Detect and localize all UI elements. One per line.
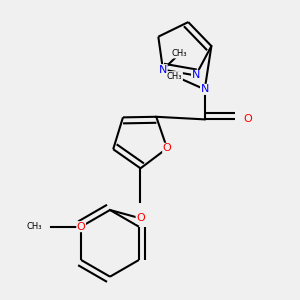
Text: CH₃: CH₃ bbox=[27, 222, 42, 231]
Text: N: N bbox=[192, 70, 200, 80]
Text: O: O bbox=[136, 213, 145, 223]
Text: N: N bbox=[159, 65, 167, 75]
Text: O: O bbox=[163, 143, 172, 153]
Text: O: O bbox=[244, 114, 252, 124]
Text: CH₃: CH₃ bbox=[167, 72, 182, 81]
Text: O: O bbox=[77, 222, 85, 232]
Text: N: N bbox=[200, 84, 209, 94]
Text: CH₃: CH₃ bbox=[172, 49, 188, 58]
